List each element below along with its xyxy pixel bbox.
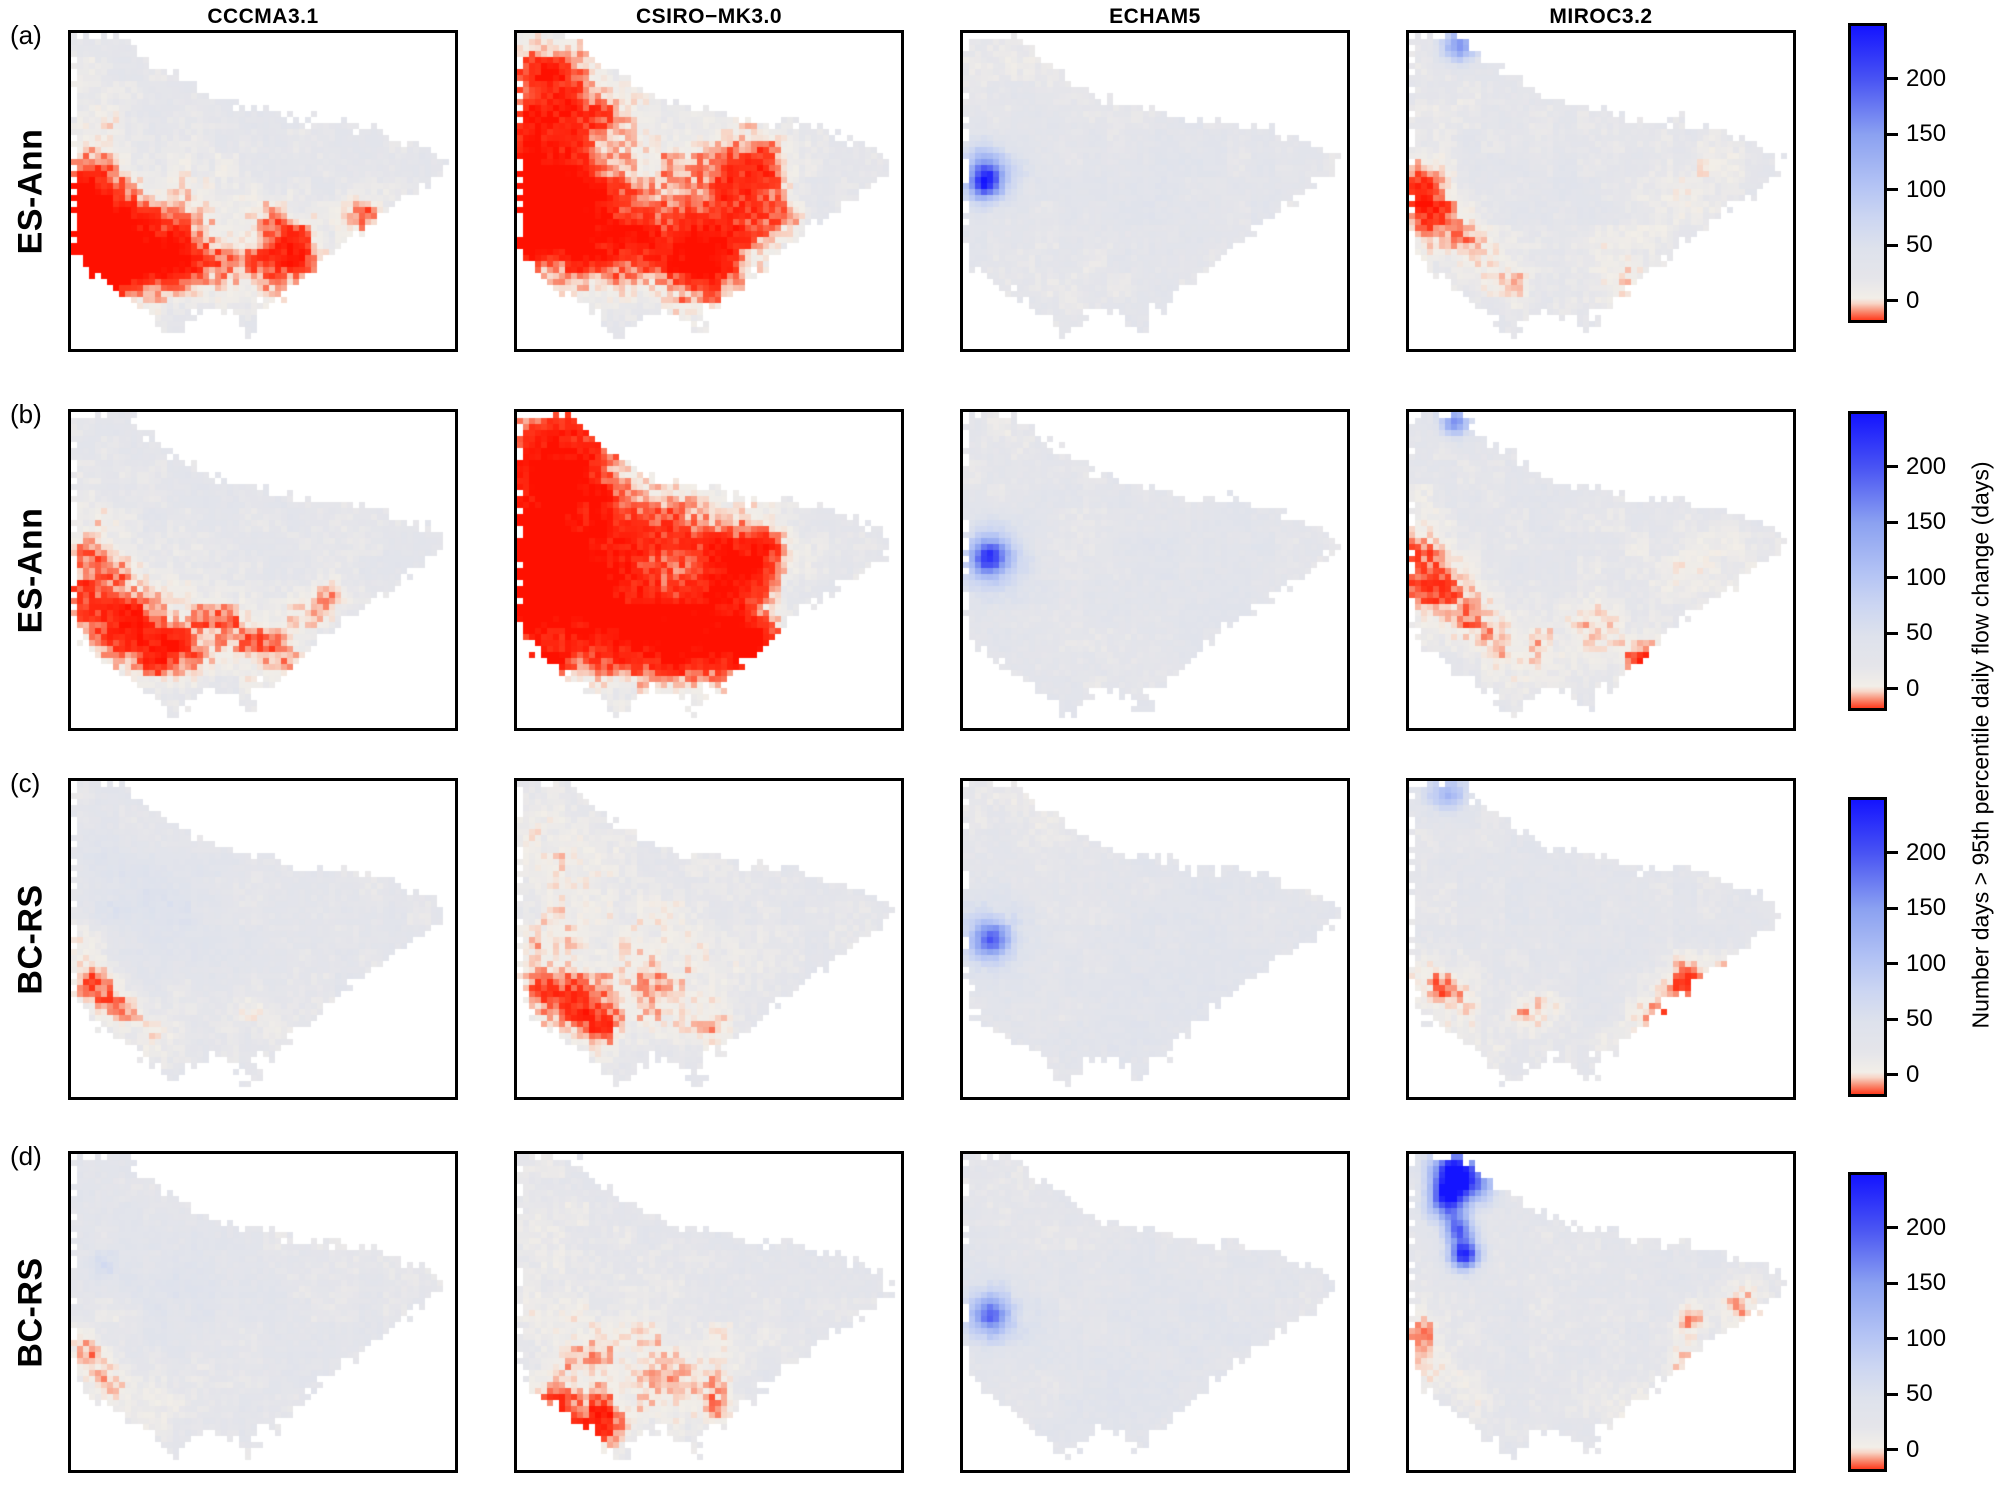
colorbar-tick [1884,132,1898,136]
column-title-miroc32: MIROC3.2 [1549,5,1653,28]
colorbar-tick [1884,520,1898,524]
colorbar-gradient [1851,800,1884,1094]
panel-letter-d: (d) [10,1141,42,1171]
panel-letter-c: (c) [10,768,41,798]
row-label-d: BC-RS [0,1151,62,1473]
colorbar-tick-label: 0 [1906,674,1920,702]
map-panel-b-miroc32 [1406,409,1796,731]
map-raster [517,781,901,1097]
colorbar-tick-label: 200 [1906,452,1947,480]
map-panel-b-csiromk30 [514,409,904,731]
map-panel-c-csiromk30 [514,778,904,1100]
colorbar-tick [1884,1017,1898,1021]
colorbar-tick-label: 50 [1906,1005,1933,1033]
row-label-c: BC-RS [0,778,62,1100]
map-raster [517,33,901,349]
map-panel-d-csiromk30 [514,1151,904,1473]
colorbar-tick-label: 200 [1906,1213,1947,1241]
map-panel-d-echam5 [960,1151,1350,1473]
colorbar-tick-label: 100 [1906,1324,1947,1352]
colorbar-gradient [1851,414,1884,708]
panel-letter-a: (a) [10,20,42,50]
map-panel-a-miroc32 [1406,30,1796,352]
map-raster [517,1154,901,1470]
map-raster [71,412,455,728]
map-raster [517,412,901,728]
map-raster [71,33,455,349]
colorbar-tick [1884,1392,1898,1396]
map-raster [963,33,1347,349]
map-panel-d-miroc32 [1406,1151,1796,1473]
colorbar-tick [1884,1337,1898,1341]
colorbar-tick [1884,851,1898,855]
colorbar-tick [1884,465,1898,469]
panel-letter-b: (b) [10,399,42,429]
colorbar-tick [1884,188,1898,192]
colorbar-tick-label: 0 [1906,286,1920,314]
row-label-d-text: BC-RS [11,1256,50,1368]
row-label-b-text: ES-Ann [11,507,50,633]
row-label-b: ES-Ann [0,409,62,731]
colorbar-tick [1884,243,1898,247]
colorbar-tick-label: 0 [1906,1060,1920,1088]
colorbar-tick [1884,576,1898,580]
colorbar-tick-label: 0 [1906,1435,1920,1463]
colorbar-tick [1884,1226,1898,1230]
row-label-a-text: ES-Ann [11,128,50,254]
colorbar-tick-label: 50 [1906,619,1933,647]
colorbar-row-d [1848,1172,1887,1472]
colorbar-tick-label: 100 [1906,175,1947,203]
map-raster [71,781,455,1097]
colorbar-tick [1884,1281,1898,1285]
map-panel-a-cccma31 [68,30,458,352]
row-label-a: ES-Ann [0,30,62,352]
map-panel-c-cccma31 [68,778,458,1100]
colorbar-gradient [1851,26,1884,320]
colorbar-tick-label: 150 [1906,120,1947,148]
map-panel-c-miroc32 [1406,778,1796,1100]
map-raster [1409,781,1793,1097]
colorbar-tick [1884,299,1898,303]
map-raster [963,1154,1347,1470]
colorbar-tick [1884,906,1898,910]
colorbar-tick-label: 50 [1906,231,1933,259]
map-panel-b-echam5 [960,409,1350,731]
column-title-echam5: ECHAM5 [1109,5,1201,28]
map-panel-c-echam5 [960,778,1350,1100]
colorbar-row-a [1848,23,1887,323]
colorbar-tick [1884,1448,1898,1452]
map-raster [963,781,1347,1097]
map-panel-b-cccma31 [68,409,458,731]
colorbar-gradient [1851,1175,1884,1469]
colorbar-axis-label: Number days > 95th percentile daily flow… [1967,461,1994,1029]
colorbar-tick [1884,962,1898,966]
colorbar-tick-label: 150 [1906,894,1947,922]
column-title-csiro-mk30: CSIRO−MK3.0 [635,5,783,28]
colorbar-tick-label: 150 [1906,508,1947,536]
map-raster [71,1154,455,1470]
colorbar-tick [1884,77,1898,81]
column-title-cccma31: CCCMA3.1 [207,5,319,28]
colorbar-tick-label: 100 [1906,563,1947,591]
colorbar-tick [1884,1073,1898,1077]
map-panel-d-cccma31 [68,1151,458,1473]
colorbar-tick-label: 200 [1906,64,1947,92]
colorbar-row-c [1848,797,1887,1097]
colorbar-tick [1884,631,1898,635]
colorbar-tick [1884,687,1898,691]
map-raster [1409,1154,1793,1470]
map-raster [1409,412,1793,728]
colorbar-row-b [1848,411,1887,711]
map-raster [963,412,1347,728]
map-panel-a-echam5 [960,30,1350,352]
row-label-c-text: BC-RS [11,883,50,995]
colorbar-tick-label: 150 [1906,1269,1947,1297]
colorbar-tick-label: 200 [1906,838,1947,866]
colorbar-tick-label: 100 [1906,949,1947,977]
colorbar-tick-label: 50 [1906,1380,1933,1408]
map-panel-a-csiromk30 [514,30,904,352]
map-raster [1409,33,1793,349]
